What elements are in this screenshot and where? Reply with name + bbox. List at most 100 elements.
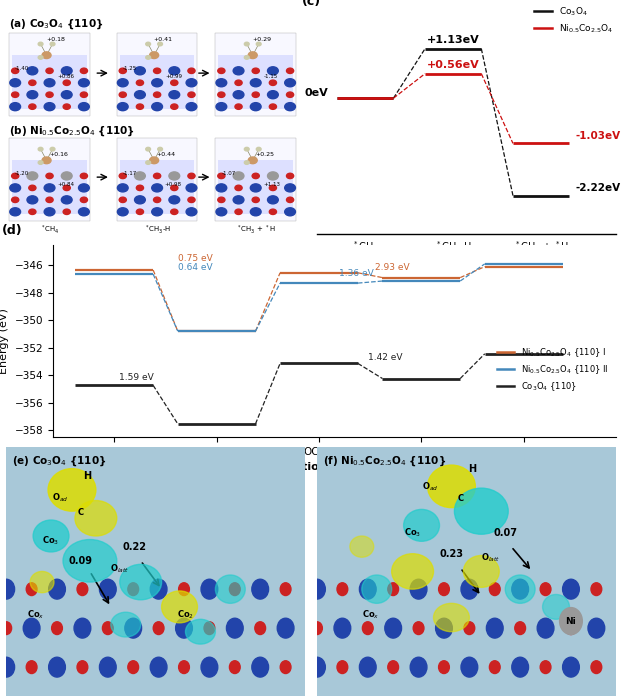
Text: (a) Co$_3$O$_4$ {110}: (a) Co$_3$O$_4$ {110} [9,17,104,31]
Circle shape [413,622,424,635]
Circle shape [309,657,325,677]
Circle shape [252,68,259,73]
Text: +0.86: +0.86 [58,74,75,80]
Circle shape [250,103,261,110]
Circle shape [158,147,162,151]
Circle shape [146,42,151,46]
Circle shape [186,79,197,87]
Circle shape [267,67,278,75]
Circle shape [169,196,180,204]
Circle shape [63,80,70,85]
Circle shape [588,618,605,638]
Ellipse shape [111,612,141,637]
Circle shape [363,622,373,635]
Text: +0.18: +0.18 [46,37,65,42]
Text: O$_{latt}$: O$_{latt}$ [110,563,129,575]
X-axis label: Reaction Coordinate: Reaction Coordinate [406,260,527,271]
Circle shape [38,147,43,151]
Circle shape [188,197,195,203]
Circle shape [26,583,37,596]
Circle shape [44,184,55,192]
Circle shape [118,79,128,87]
Circle shape [0,579,14,599]
Circle shape [134,91,146,99]
Circle shape [80,173,88,179]
Circle shape [252,92,259,97]
Circle shape [591,583,601,596]
Circle shape [100,657,116,677]
Circle shape [27,172,38,180]
Circle shape [38,56,43,59]
Circle shape [360,579,376,599]
Circle shape [235,80,242,85]
Text: -1.20: -1.20 [15,171,29,176]
Circle shape [244,161,249,164]
Text: 1.59 eV: 1.59 eV [119,373,154,382]
Circle shape [252,197,259,203]
Circle shape [150,157,159,164]
Circle shape [169,172,180,180]
Bar [9,33,90,115]
Circle shape [540,583,551,596]
Circle shape [62,196,72,204]
Circle shape [146,147,151,151]
Bar [12,160,87,214]
Circle shape [312,622,322,635]
Circle shape [10,79,21,87]
Circle shape [78,208,90,216]
Circle shape [562,657,579,677]
Circle shape [103,622,113,635]
Circle shape [512,657,529,677]
Circle shape [158,42,162,46]
Circle shape [119,173,126,179]
Ellipse shape [63,540,117,582]
Circle shape [118,208,128,216]
Circle shape [565,622,577,635]
Circle shape [250,79,261,87]
Circle shape [334,618,351,638]
Circle shape [591,661,601,674]
Circle shape [23,618,40,638]
Circle shape [62,91,72,99]
Circle shape [170,80,178,85]
Circle shape [42,52,51,59]
Ellipse shape [350,536,374,557]
Circle shape [439,583,449,596]
Circle shape [385,618,402,638]
Circle shape [38,161,43,164]
Circle shape [12,173,19,179]
Circle shape [560,607,582,635]
Circle shape [464,622,475,635]
Text: 0eV: 0eV [305,87,328,98]
Circle shape [10,184,21,192]
Ellipse shape [75,500,117,536]
Circle shape [62,172,72,180]
Text: 0.07: 0.07 [493,528,518,538]
Circle shape [233,196,244,204]
Text: -1.07: -1.07 [221,171,236,176]
Circle shape [388,583,399,596]
Circle shape [255,622,266,635]
Circle shape [410,657,427,677]
Circle shape [63,185,70,191]
Circle shape [244,147,249,151]
Circle shape [248,157,258,164]
Text: Co$_2$: Co$_2$ [177,609,194,621]
Circle shape [78,184,90,192]
Circle shape [63,209,70,215]
Circle shape [12,197,19,203]
Text: -1.03eV: -1.03eV [575,131,621,141]
Circle shape [218,173,225,179]
Circle shape [52,622,62,635]
Text: 1.42 eV: 1.42 eV [368,353,403,362]
Circle shape [233,172,244,180]
Circle shape [233,91,244,99]
Circle shape [269,185,277,191]
Circle shape [38,42,43,46]
Circle shape [252,657,269,677]
Ellipse shape [434,603,470,632]
Circle shape [50,42,55,46]
Text: 0.09: 0.09 [69,556,93,566]
Circle shape [118,184,128,192]
Text: 0.75 eV: 0.75 eV [178,254,213,263]
